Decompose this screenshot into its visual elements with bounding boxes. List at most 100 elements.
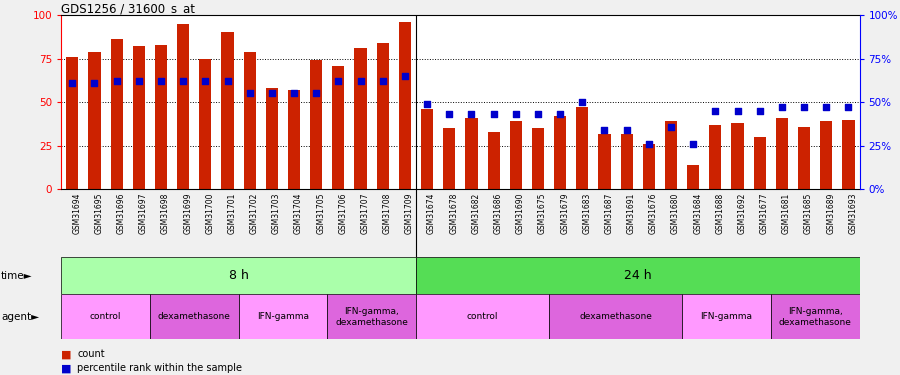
Text: GSM31690: GSM31690	[516, 193, 525, 234]
Bar	[576, 107, 589, 189]
Bar	[643, 144, 655, 189]
Text: GSM31675: GSM31675	[538, 193, 547, 234]
Text: GSM31677: GSM31677	[760, 193, 769, 234]
Point	[686, 141, 700, 147]
Text: GSM31706: GSM31706	[338, 193, 347, 234]
Bar	[554, 116, 566, 189]
Bar	[732, 123, 743, 189]
Text: GSM31683: GSM31683	[582, 193, 591, 234]
Point	[87, 80, 102, 86]
Bar	[488, 132, 500, 189]
Point	[442, 111, 456, 117]
Text: IFN-gamma,
dexamethasone: IFN-gamma, dexamethasone	[335, 307, 408, 327]
Bar	[67, 57, 78, 189]
Text: agent►: agent►	[1, 312, 39, 322]
Bar	[709, 125, 722, 189]
Text: dexamethasone: dexamethasone	[579, 312, 652, 321]
Bar	[288, 90, 300, 189]
Text: GSM31705: GSM31705	[316, 193, 325, 234]
Bar	[820, 122, 832, 189]
Bar	[155, 45, 167, 189]
Point	[154, 78, 168, 84]
Point	[464, 111, 479, 117]
Point	[309, 90, 323, 96]
Text: GSM31698: GSM31698	[161, 193, 170, 234]
Bar	[798, 127, 810, 189]
Bar	[776, 118, 788, 189]
Bar	[665, 122, 677, 189]
Bar	[328, 294, 416, 339]
Text: time►: time►	[1, 271, 32, 280]
Text: control: control	[467, 312, 499, 321]
Bar	[111, 39, 122, 189]
Point	[65, 80, 79, 86]
Text: GSM31685: GSM31685	[804, 193, 813, 234]
Bar	[238, 294, 328, 339]
Text: GSM31681: GSM31681	[782, 193, 791, 234]
Text: GSM31674: GSM31674	[428, 193, 436, 234]
Text: GSM31704: GSM31704	[294, 193, 303, 234]
Point	[198, 78, 212, 84]
Bar	[221, 33, 234, 189]
Text: 24 h: 24 h	[624, 269, 652, 282]
Point	[398, 73, 412, 79]
Point	[598, 127, 612, 133]
Point	[375, 78, 390, 84]
Bar	[61, 294, 150, 339]
Text: IFN-gamma: IFN-gamma	[257, 312, 309, 321]
Text: GSM31708: GSM31708	[382, 193, 392, 234]
Bar	[416, 257, 860, 294]
Point	[486, 111, 500, 117]
Text: GSM31701: GSM31701	[228, 193, 237, 234]
Point	[176, 78, 191, 84]
Point	[642, 141, 656, 147]
Bar	[753, 137, 766, 189]
Point	[354, 78, 368, 84]
Bar	[132, 46, 145, 189]
Text: GSM31692: GSM31692	[737, 193, 746, 234]
Text: ■: ■	[61, 363, 72, 373]
Text: percentile rank within the sample: percentile rank within the sample	[77, 363, 242, 373]
Bar	[532, 128, 544, 189]
Text: GSM31709: GSM31709	[405, 193, 414, 234]
Bar	[842, 120, 854, 189]
Point	[842, 104, 856, 110]
Point	[110, 78, 124, 84]
Text: 8 h: 8 h	[229, 269, 248, 282]
Bar	[61, 257, 416, 294]
Text: GSM31682: GSM31682	[472, 193, 481, 234]
Bar	[310, 60, 322, 189]
Bar	[376, 43, 389, 189]
Point	[287, 90, 302, 96]
Text: GSM31699: GSM31699	[184, 193, 193, 234]
Point	[775, 104, 789, 110]
Text: GSM31676: GSM31676	[649, 193, 658, 234]
Point	[553, 111, 567, 117]
Text: IFN-gamma: IFN-gamma	[700, 312, 752, 321]
Point	[819, 104, 833, 110]
Bar	[355, 48, 366, 189]
Text: GSM31691: GSM31691	[626, 193, 635, 234]
Bar	[88, 52, 101, 189]
Bar	[465, 118, 478, 189]
Bar	[244, 52, 256, 189]
Bar	[266, 88, 278, 189]
Text: GSM31686: GSM31686	[493, 193, 502, 234]
Point	[664, 124, 679, 130]
Text: GSM31697: GSM31697	[139, 193, 148, 234]
Point	[220, 78, 235, 84]
Bar	[621, 134, 633, 189]
Bar	[399, 22, 411, 189]
Text: GSM31680: GSM31680	[671, 193, 680, 234]
Text: GSM31695: GSM31695	[94, 193, 104, 234]
Text: GSM31700: GSM31700	[205, 193, 214, 234]
Point	[331, 78, 346, 84]
Text: ■: ■	[61, 350, 72, 359]
Bar	[598, 134, 610, 189]
Bar	[549, 294, 682, 339]
Bar	[421, 109, 433, 189]
Bar	[199, 58, 212, 189]
Text: GSM31687: GSM31687	[605, 193, 614, 234]
Bar	[770, 294, 860, 339]
Text: GSM31707: GSM31707	[361, 193, 370, 234]
